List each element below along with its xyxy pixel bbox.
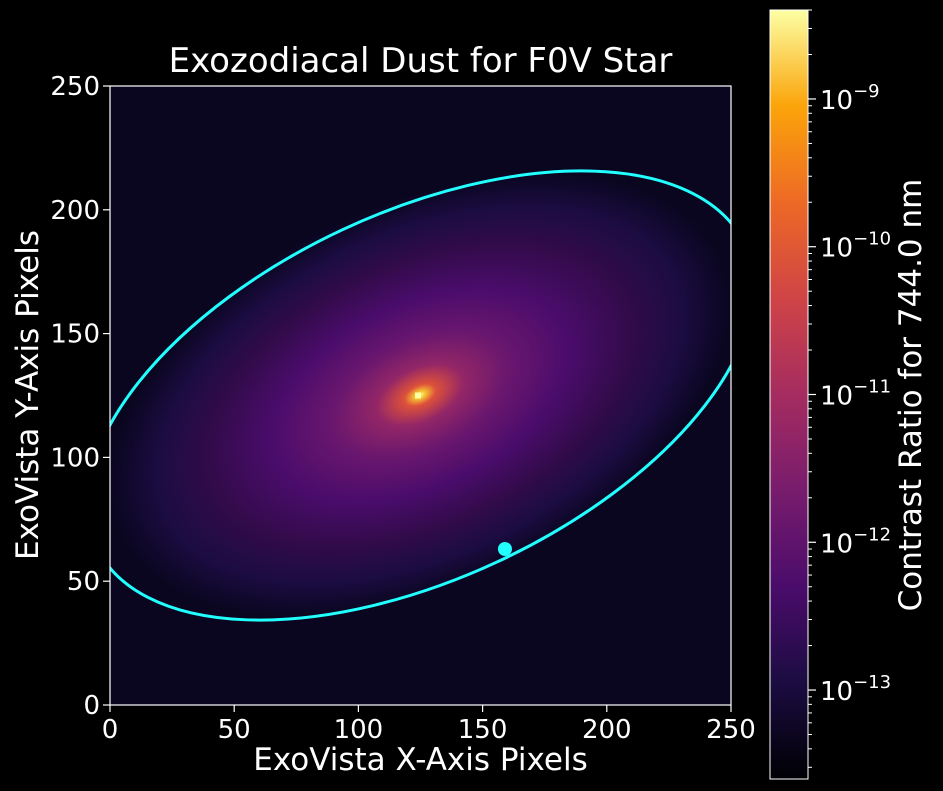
star-marker: [415, 392, 422, 399]
colorbar-tick-label: 10−9: [820, 81, 880, 116]
y-tick-label: 50: [67, 567, 100, 597]
colorbar-tick-label: 10−13: [820, 672, 891, 707]
colorbar-label: Contrast Ratio for 744.0 nm: [893, 178, 929, 612]
y-tick-label: 100: [50, 443, 100, 473]
y-tick-label: 150: [50, 320, 100, 350]
x-axis-label: ExoVista X-Axis Pixels: [253, 742, 588, 778]
y-axis-label: ExoVista Y-Axis Pixels: [10, 229, 46, 561]
y-tick-label: 200: [50, 196, 100, 226]
chart-title: Exozodiacal Dust for F0V Star: [168, 41, 673, 81]
colorbar-tick-label: 10−12: [820, 524, 891, 559]
x-tick-label: 0: [102, 715, 119, 745]
x-axis: 0 50 100 150 200 250: [102, 705, 756, 745]
y-tick-label: 0: [83, 691, 100, 721]
y-axis: 0 50 100 150 200 250: [50, 72, 110, 721]
x-tick-label: 100: [334, 715, 384, 745]
y-tick-label: 250: [50, 72, 100, 102]
plot-frame: [109, 85, 732, 706]
x-tick-label: 50: [218, 715, 251, 745]
colorbar-ticks: 10−13 10−12 10−11 10−10 10−9: [808, 9, 891, 768]
x-tick-label: 150: [458, 715, 508, 745]
colorbar: 10−13 10−12 10−11 10−10 10−9: [769, 9, 891, 780]
colorbar-tick-label: 10−11: [820, 377, 891, 412]
orbit-ellipse: [110, 169, 731, 622]
x-tick-label: 250: [706, 715, 756, 745]
colorbar-tick-label: 10−10: [820, 229, 891, 264]
planet-marker: [497, 542, 512, 557]
x-tick-label: 200: [582, 715, 632, 745]
